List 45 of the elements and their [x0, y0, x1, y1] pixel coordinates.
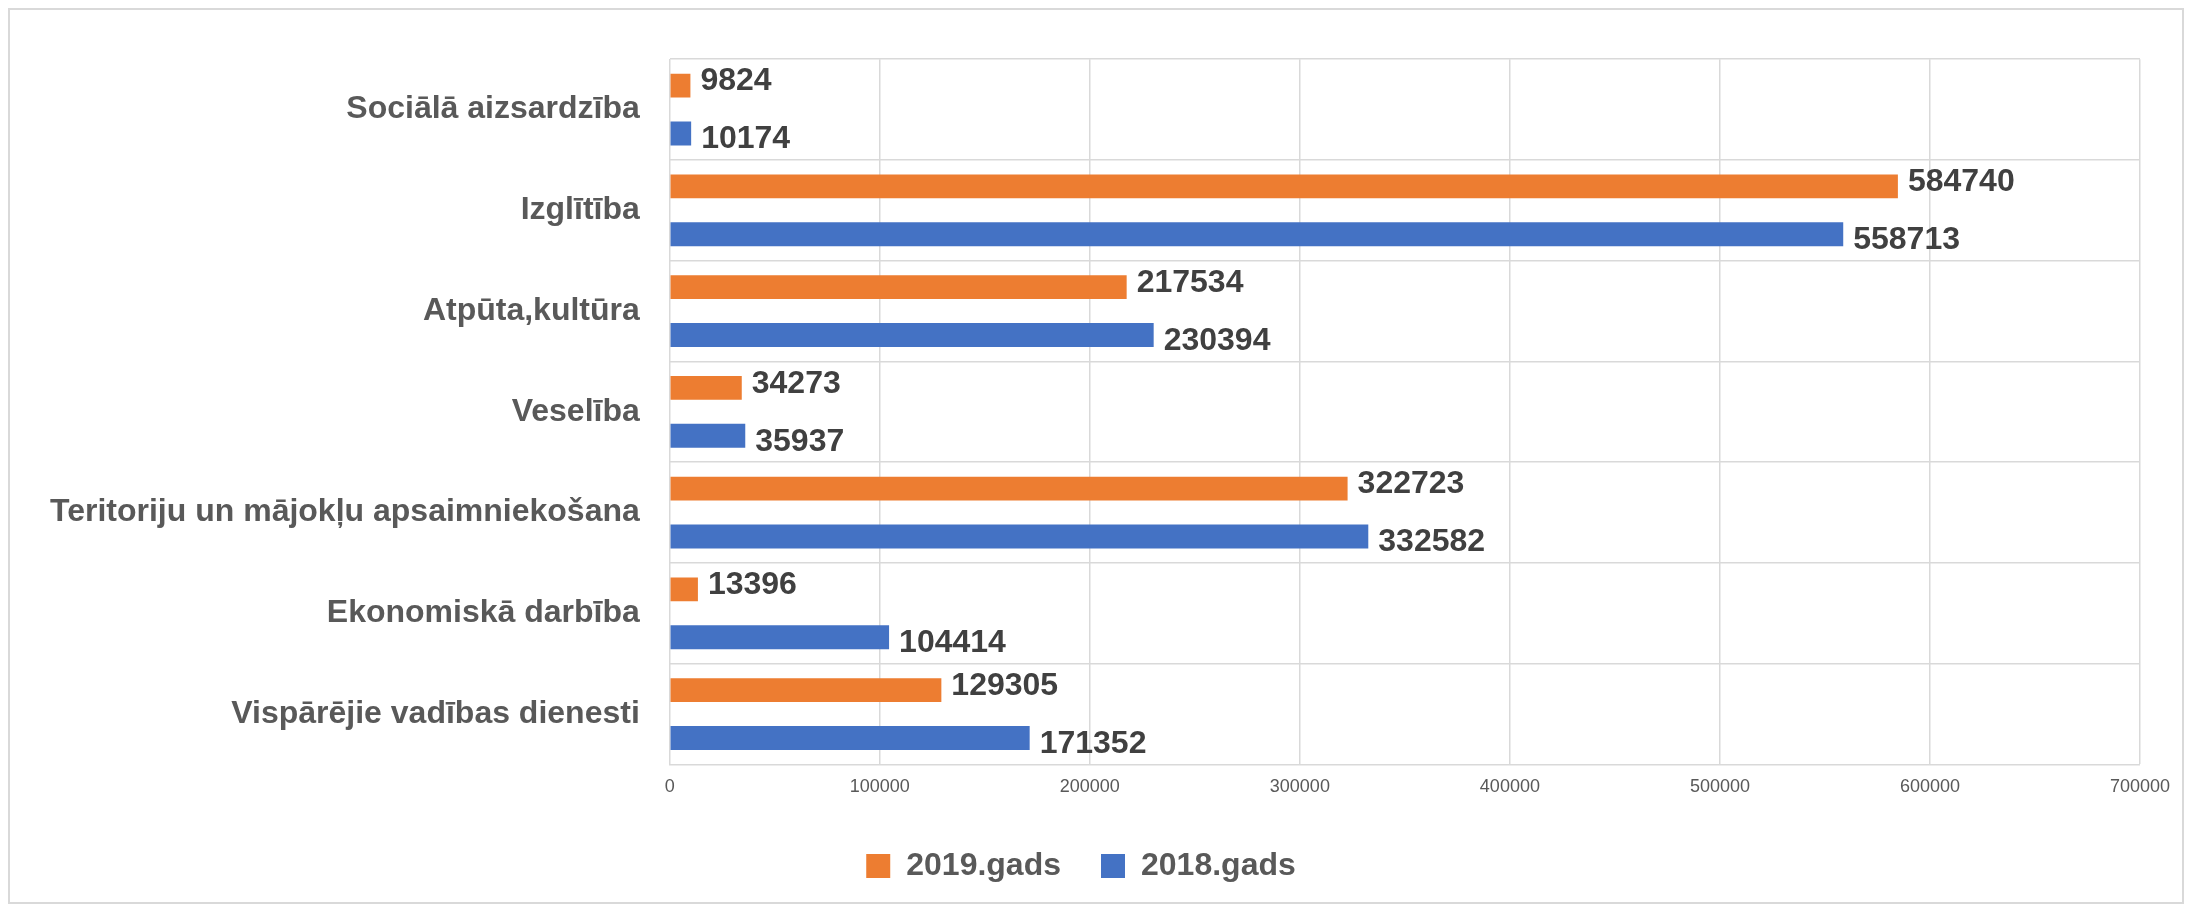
data-label: 332582 — [1378, 522, 1486, 559]
x-tick-label: 600000 — [1899, 776, 1960, 797]
x-tick-label: 700000 — [2109, 776, 2171, 797]
y-tick-label: Vispārējie vadības dienesti — [231, 693, 640, 730]
data-label: 129305 — [951, 665, 1059, 702]
data-label: 9824 — [700, 61, 772, 98]
data-label: 10174 — [701, 119, 791, 156]
x-tick-label: 300000 — [1269, 776, 1330, 797]
y-tick-label: Veselība — [511, 391, 640, 428]
bar — [670, 323, 1154, 347]
legend-label: 2018.gads — [1141, 845, 1296, 882]
data-label: 34273 — [751, 363, 841, 400]
bar — [670, 73, 691, 98]
data-label: 558713 — [1853, 220, 1961, 257]
bar — [670, 625, 890, 650]
data-label: 104414 — [899, 623, 1007, 660]
y-tick-label: Sociālā aizsardzība — [346, 89, 640, 126]
bar — [670, 524, 1369, 549]
x-tick-label: 200000 — [1059, 776, 1120, 797]
data-label: 171352 — [1039, 723, 1147, 760]
x-tick-label: 0 — [664, 776, 675, 797]
bar — [670, 423, 746, 448]
y-tick-label: Atpūta,kultūra — [422, 290, 640, 327]
data-label: 584740 — [1907, 162, 2015, 199]
x-tick-label: 100000 — [849, 776, 910, 797]
bar — [670, 375, 742, 400]
data-label: 230394 — [1163, 320, 1271, 357]
y-tick-label: Izglītība — [520, 190, 640, 227]
data-label: 35937 — [755, 421, 845, 458]
bar — [670, 476, 1348, 501]
data-label: 322723 — [1357, 464, 1465, 501]
bar — [670, 577, 698, 602]
bar — [670, 678, 942, 703]
bar — [670, 725, 1030, 750]
data-label: 217534 — [1136, 262, 1244, 299]
y-tick-label: Teritoriju un mājokļu apsaimniekošana — [50, 492, 640, 529]
x-tick-label: 400000 — [1479, 776, 1540, 797]
bar — [670, 275, 1127, 300]
data-label: 13396 — [707, 565, 797, 602]
legend-label: 2019.gads — [906, 845, 1061, 882]
x-tick-label: 500000 — [1689, 776, 1750, 797]
bar — [670, 174, 1898, 199]
bar — [670, 121, 692, 146]
y-tick-label: Ekonomiskā darbība — [326, 593, 640, 630]
bar — [670, 222, 1844, 247]
